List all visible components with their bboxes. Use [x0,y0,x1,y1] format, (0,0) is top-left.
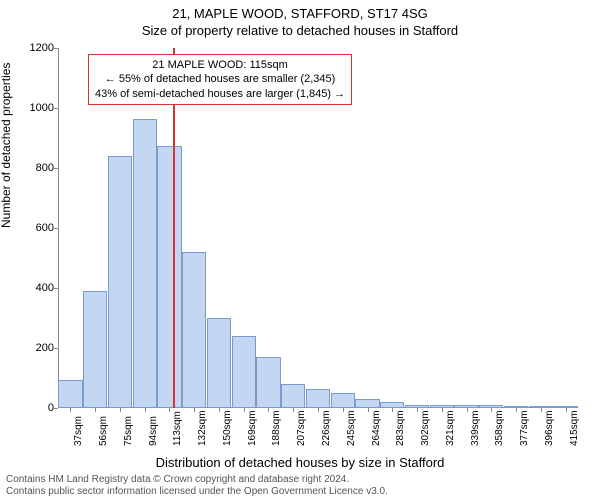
x-tick-label: 377sqm [519,410,530,446]
x-tick-label: 132sqm [197,410,208,446]
info-line-2: ← 55% of detached houses are smaller (2,… [95,72,345,86]
x-tick-label: 264sqm [371,410,382,446]
x-tick-label: 396sqm [544,410,555,446]
y-tick-label: 600 [36,222,54,234]
x-tick-label: 339sqm [470,410,481,446]
bar [182,252,206,408]
bar [331,393,355,408]
x-tick-label: 321sqm [445,410,456,446]
x-tick-label: 415sqm [569,410,580,446]
bar [207,318,231,408]
x-tick-label: 302sqm [420,410,431,446]
footnote: Contains HM Land Registry data © Crown c… [6,474,388,498]
x-tick-label: 75sqm [123,416,134,446]
y-axis-label: Number of detached properties [0,63,13,228]
chart-plot-area: 21 MAPLE WOOD: 115sqm ← 55% of detached … [58,48,578,408]
y-tick-label: 1200 [30,42,54,54]
bar [58,380,82,409]
page-subtitle: Size of property relative to detached ho… [0,23,600,38]
info-box: 21 MAPLE WOOD: 115sqm ← 55% of detached … [88,54,352,105]
bar [133,119,157,409]
footnote-line-2: Contains public sector information licen… [6,486,388,498]
bar [108,156,132,408]
bar [83,291,107,408]
bar [256,357,280,408]
info-line-1: 21 MAPLE WOOD: 115sqm [95,58,345,72]
bar [232,336,256,408]
y-tick-label: 1000 [30,102,54,114]
x-tick-label: 283sqm [395,410,406,446]
page-title: 21, MAPLE WOOD, STAFFORD, ST17 4SG [0,6,600,21]
bar [157,146,181,409]
x-axis-ticks: 37sqm 56sqm 75sqm 94sqm 113sqm 132sqm 150sqm 16… [58,408,578,448]
x-tick-label: 94sqm [148,416,159,446]
y-tick-label: 800 [36,162,54,174]
footnote-line-1: Contains HM Land Registry data © Crown c… [6,474,388,486]
x-tick-label: 226sqm [321,410,332,446]
info-line-3: 43% of semi-detached houses are larger (… [95,87,345,101]
x-tick-label: 113sqm [172,411,183,446]
x-tick-label: 37sqm [73,416,84,446]
x-tick-label: 207sqm [296,410,307,446]
x-axis-caption: Distribution of detached houses by size … [0,455,600,470]
bar [281,384,305,408]
y-tick-label: 400 [36,282,54,294]
x-tick-label: 56sqm [98,416,109,446]
x-tick-label: 169sqm [247,410,258,446]
x-tick-label: 188sqm [271,410,282,446]
y-tick-label: 200 [36,342,54,354]
bar [306,389,330,409]
x-tick-label: 150sqm [222,410,233,446]
x-tick-label: 358sqm [494,410,505,446]
bar [355,399,379,408]
x-tick-label: 245sqm [346,410,357,446]
